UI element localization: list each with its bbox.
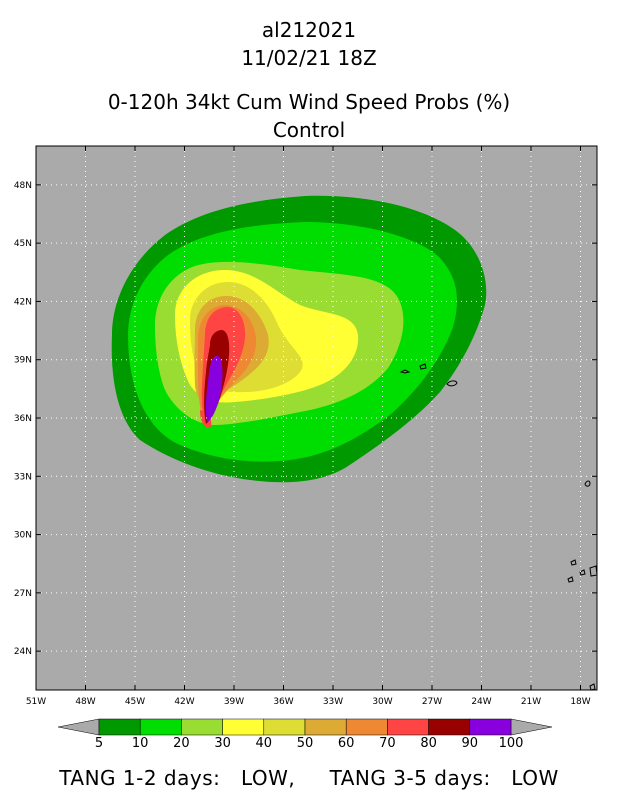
lon-tick-label: 33W	[323, 697, 343, 707]
tang-footer: TANG 1-2 days: LOW, TANG 3-5 days: LOW	[0, 766, 618, 790]
gridlines	[36, 146, 597, 690]
colorbar-level-label: 60	[337, 736, 355, 751]
lon-tick-label: 27W	[422, 697, 442, 707]
lat-tick-label: 48N	[14, 181, 32, 191]
tang-1-2-label: TANG 1-2 days:	[59, 766, 221, 790]
colorbar-upper-arrow	[510, 718, 553, 736]
run-label: Control	[272, 118, 346, 142]
colorbar	[57, 718, 553, 736]
colorbar-swatch	[469, 718, 512, 736]
probability-contours	[111, 195, 487, 483]
island-outline	[570, 559, 577, 566]
colorbar-level-label: 50	[296, 736, 314, 751]
island-outline	[567, 576, 574, 583]
lon-tick-label: 18W	[570, 697, 590, 707]
island-outline	[589, 683, 596, 691]
colorbar-swatch	[304, 718, 347, 736]
axis-ticks: 51W 48W 45W 42W 39W 36W 33W 30W 27W 24W 21W 18W 48N 4…	[14, 146, 597, 707]
datetime-label: 11/02/21 18Z	[241, 46, 377, 70]
lat-tick-label: 45N	[14, 239, 32, 249]
colorbar-swatch	[387, 718, 429, 736]
lat-tick-label: 39N	[14, 356, 32, 366]
island-outline	[419, 363, 427, 370]
colorbar-swatch	[222, 718, 265, 736]
lat-tick-label: 33N	[14, 472, 32, 482]
colorbar-level-label: 70	[379, 736, 396, 751]
lat-tick-label: 42N	[14, 297, 32, 307]
colorbar-swatch	[139, 718, 182, 736]
island-outline	[584, 480, 591, 487]
lon-tick-label: 51W	[26, 697, 46, 707]
colorbar-swatch	[345, 718, 388, 736]
colorbar-swatch	[98, 718, 141, 736]
lat-tick-label: 24N	[14, 647, 32, 657]
colorbar-swatch	[181, 718, 223, 736]
colorbar-swatch	[263, 718, 306, 736]
colorbar-level-label: 40	[255, 736, 273, 751]
island-outline	[399, 369, 411, 374]
lon-tick-label: 21W	[521, 697, 541, 707]
colorbar-level-label: 5	[94, 736, 104, 751]
lat-tick-label: 27N	[14, 589, 32, 599]
lon-tick-label: 30W	[372, 697, 392, 707]
tang-3-5-value: LOW	[511, 766, 559, 790]
storm-id: al212021	[261, 18, 357, 42]
lon-tick-label: 45W	[125, 697, 145, 707]
lon-tick-label: 24W	[471, 697, 491, 707]
colorbar-level-label: 20	[173, 736, 190, 751]
colorbar-level-label: 10	[131, 736, 149, 751]
island-outline	[446, 380, 458, 387]
colorbar-level-label: 30	[214, 736, 231, 751]
lon-tick-label: 36W	[273, 697, 293, 707]
colorbar-swatch	[428, 718, 471, 736]
colorbar-level-label: 90	[461, 736, 479, 751]
product-title: 0-120h 34kt Cum Wind Speed Probs (%)	[107, 90, 511, 114]
lon-tick-label: 48W	[75, 697, 95, 707]
colorbar-lower-arrow	[57, 718, 100, 736]
contour-100pct	[205, 355, 223, 422]
lon-tick-label: 42W	[174, 697, 194, 707]
lat-tick-label: 36N	[14, 414, 32, 424]
tang-3-5-label: TANG 3-5 days:	[329, 766, 491, 790]
lat-tick-label: 30N	[14, 531, 32, 541]
tang-1-2-value: LOW,	[240, 766, 296, 790]
lon-tick-label: 39W	[224, 697, 244, 707]
colorbar-level-label: 100	[498, 736, 524, 751]
colorbar-level-label: 80	[420, 736, 437, 751]
island-outline	[579, 569, 586, 576]
